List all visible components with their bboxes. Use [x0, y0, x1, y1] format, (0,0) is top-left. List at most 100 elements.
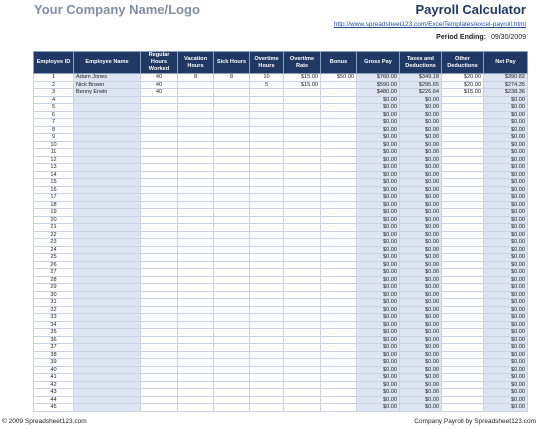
table-cell[interactable]	[441, 335, 484, 344]
table-cell[interactable]	[320, 395, 357, 404]
table-cell[interactable]	[213, 185, 250, 194]
table-cell[interactable]	[441, 148, 484, 157]
table-cell[interactable]	[320, 118, 357, 127]
table-cell[interactable]	[140, 223, 178, 232]
table-cell[interactable]	[249, 380, 284, 389]
table-cell[interactable]	[140, 275, 178, 284]
table-cell[interactable]	[320, 298, 357, 307]
table-cell[interactable]	[177, 238, 214, 247]
table-cell[interactable]	[213, 230, 250, 239]
table-cell[interactable]	[213, 320, 250, 329]
table-cell[interactable]	[283, 358, 321, 367]
table-cell[interactable]	[249, 95, 284, 104]
table-cell[interactable]	[177, 373, 214, 382]
table-cell[interactable]	[320, 403, 357, 412]
table-cell[interactable]	[73, 95, 141, 104]
table-cell[interactable]	[213, 268, 250, 277]
table-cell[interactable]	[73, 155, 141, 164]
table-cell[interactable]	[320, 185, 357, 194]
table-cell[interactable]	[249, 163, 284, 172]
table-cell[interactable]	[213, 170, 250, 179]
table-cell[interactable]	[249, 193, 284, 202]
table-cell[interactable]	[249, 133, 284, 142]
table-cell[interactable]	[177, 193, 214, 202]
table-cell[interactable]	[283, 118, 321, 127]
table-cell[interactable]	[177, 163, 214, 172]
table-cell[interactable]	[73, 313, 141, 322]
table-cell[interactable]	[249, 223, 284, 232]
table-cell[interactable]: $20.00	[441, 80, 484, 89]
table-cell[interactable]	[320, 148, 357, 157]
table-cell[interactable]	[177, 133, 214, 142]
table-cell[interactable]	[249, 305, 284, 314]
table-cell[interactable]	[213, 178, 250, 187]
table-cell[interactable]	[441, 320, 484, 329]
table-cell[interactable]	[283, 290, 321, 299]
table-cell[interactable]	[73, 238, 141, 247]
table-cell[interactable]	[140, 350, 178, 359]
table-cell[interactable]	[140, 133, 178, 142]
table-cell[interactable]	[140, 313, 178, 322]
table-cell[interactable]	[73, 208, 141, 217]
table-cell[interactable]	[283, 103, 321, 112]
table-cell[interactable]	[441, 245, 484, 254]
table-cell[interactable]	[177, 208, 214, 217]
table-cell[interactable]	[441, 365, 484, 374]
table-cell[interactable]	[249, 148, 284, 157]
table-cell[interactable]	[441, 208, 484, 217]
table-cell[interactable]	[320, 388, 357, 397]
table-cell[interactable]	[140, 343, 178, 352]
table-cell[interactable]	[320, 343, 357, 352]
table-cell[interactable]	[140, 163, 178, 172]
table-cell[interactable]	[177, 343, 214, 352]
table-cell[interactable]	[73, 170, 141, 179]
table-cell[interactable]	[283, 155, 321, 164]
table-cell[interactable]	[73, 148, 141, 157]
table-cell[interactable]	[177, 305, 214, 314]
table-cell[interactable]	[73, 223, 141, 232]
table-cell[interactable]	[177, 223, 214, 232]
table-cell[interactable]	[213, 253, 250, 262]
table-cell[interactable]	[320, 305, 357, 314]
table-cell[interactable]	[441, 238, 484, 247]
table-cell[interactable]: 5	[249, 80, 284, 89]
table-cell[interactable]	[177, 328, 214, 337]
table-cell[interactable]	[441, 193, 484, 202]
table-cell[interactable]	[73, 245, 141, 254]
table-cell[interactable]	[73, 328, 141, 337]
table-cell[interactable]	[140, 388, 178, 397]
table-cell[interactable]	[73, 110, 141, 119]
table-cell[interactable]: 40	[140, 80, 178, 89]
table-cell[interactable]	[249, 88, 284, 97]
table-cell[interactable]	[177, 215, 214, 224]
table-cell[interactable]	[213, 208, 250, 217]
table-cell[interactable]	[73, 305, 141, 314]
table-cell[interactable]	[140, 215, 178, 224]
table-cell[interactable]	[441, 283, 484, 292]
table-cell[interactable]	[213, 305, 250, 314]
table-cell[interactable]	[73, 275, 141, 284]
table-cell[interactable]	[441, 155, 484, 164]
table-cell[interactable]	[213, 388, 250, 397]
table-cell[interactable]	[140, 373, 178, 382]
table-cell[interactable]	[320, 283, 357, 292]
table-cell[interactable]	[283, 95, 321, 104]
table-cell[interactable]	[441, 170, 484, 179]
table-cell[interactable]	[177, 140, 214, 149]
table-cell[interactable]	[441, 403, 484, 412]
table-cell[interactable]	[140, 358, 178, 367]
table-cell[interactable]	[73, 163, 141, 172]
table-cell[interactable]	[177, 380, 214, 389]
table-cell[interactable]	[213, 343, 250, 352]
table-cell[interactable]	[213, 133, 250, 142]
table-cell[interactable]	[320, 80, 357, 89]
table-cell[interactable]	[249, 290, 284, 299]
table-cell[interactable]	[140, 155, 178, 164]
table-cell[interactable]	[140, 365, 178, 374]
table-cell[interactable]	[140, 260, 178, 269]
table-cell[interactable]	[283, 275, 321, 284]
table-cell[interactable]	[73, 380, 141, 389]
table-cell[interactable]	[73, 193, 141, 202]
table-cell[interactable]	[441, 388, 484, 397]
table-cell[interactable]	[73, 200, 141, 209]
